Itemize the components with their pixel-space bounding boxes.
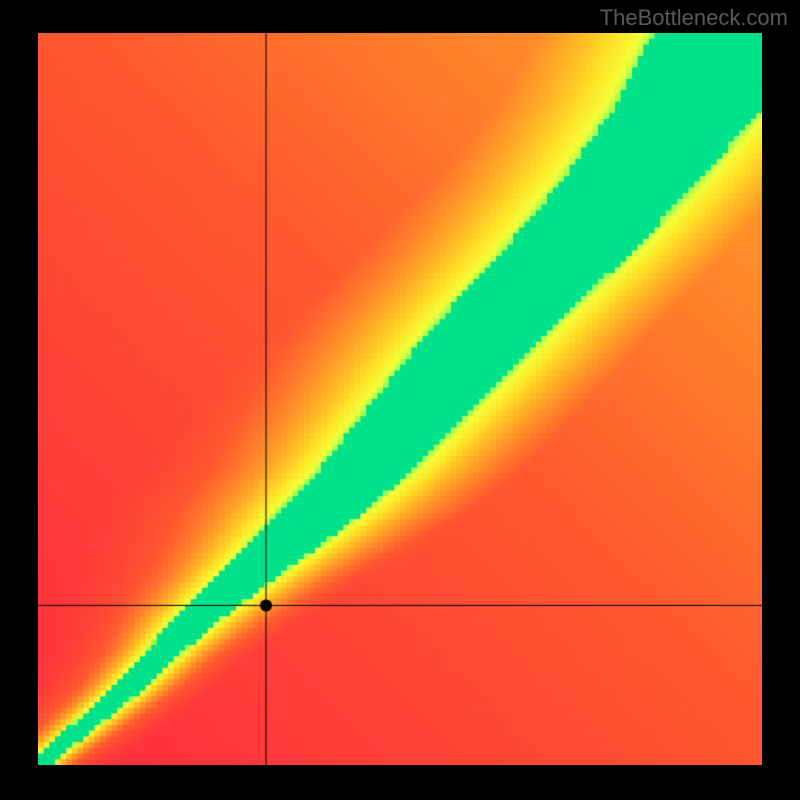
heatmap-chart-area	[38, 33, 762, 765]
chart-container: TheBottleneck.com	[0, 0, 800, 800]
attribution-text: TheBottleneck.com	[600, 5, 788, 31]
bottleneck-heatmap	[38, 33, 762, 765]
